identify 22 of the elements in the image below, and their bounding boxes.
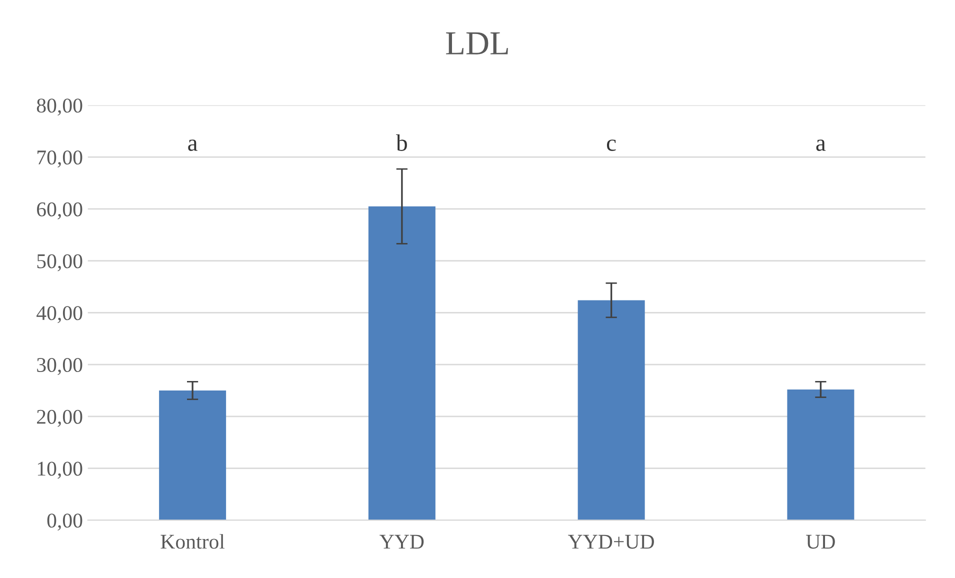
y-tick-label: 10,00 (38, 462, 82, 479)
bar (578, 300, 645, 520)
bar (159, 390, 226, 520)
annotation: a (188, 140, 198, 151)
x-tick-label: UD (806, 534, 835, 549)
annotation: c (606, 140, 616, 151)
y-tick-label: 40,00 (36, 306, 82, 324)
bar (787, 389, 854, 520)
y-tick-label: 60,00 (37, 202, 82, 220)
x-tick-label: Kontrol (160, 534, 225, 549)
y-tick-label: 70,00 (38, 150, 82, 168)
y-tick-label: 30,00 (37, 358, 82, 376)
y-tick-label: 0,00 (47, 514, 82, 531)
x-tick-label: YYD+UD (568, 534, 654, 549)
annotation: a (816, 140, 826, 151)
x-tick-label: YYD (380, 534, 424, 549)
chart-title: LDL (446, 32, 508, 54)
bar (368, 206, 436, 520)
y-tick-label: 80,00 (36, 98, 82, 116)
annotation: b (396, 134, 407, 151)
y-tick-label: 20,00 (37, 410, 82, 427)
y-tick-label: 50,00 (37, 254, 82, 272)
